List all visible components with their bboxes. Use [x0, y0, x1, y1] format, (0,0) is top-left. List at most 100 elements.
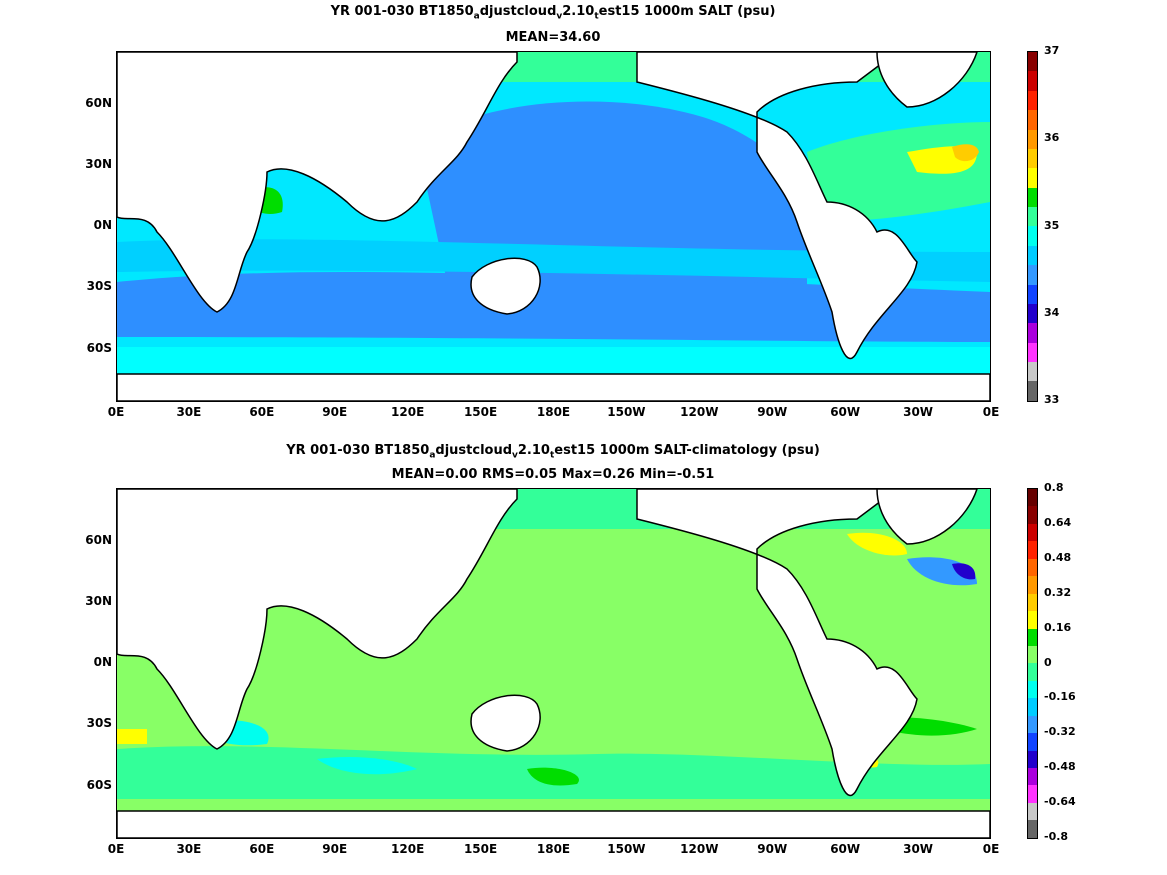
agulhas-high: [117, 729, 147, 744]
panel1-colorbar: [1027, 51, 1038, 402]
colorbar-swatch: [1028, 110, 1037, 130]
title-part: est15 1000m SALT (psu): [598, 4, 776, 19]
lon-label: 30E: [176, 405, 202, 419]
colorbar-label: 0.16: [1044, 620, 1072, 634]
panel2-colorbar: [1027, 488, 1038, 839]
australia-2: [470, 694, 541, 752]
colorbar-swatch: [1028, 523, 1037, 542]
lon-label: 90W: [757, 842, 788, 856]
colorbar-label: 37: [1044, 44, 1060, 57]
colorbar-swatch: [1028, 645, 1037, 664]
colorbar-label: 0.48: [1044, 550, 1072, 564]
lon-label: 0E: [982, 405, 1000, 419]
colorbar-swatch: [1028, 489, 1037, 507]
continents-2: [117, 489, 990, 838]
panel1-map: [116, 51, 991, 402]
title-part: est15 1000m SALT-climatology (psu): [554, 443, 820, 458]
title-part: v: [512, 450, 518, 461]
lat-label: 60S: [86, 341, 112, 355]
colorbar-swatch: [1028, 558, 1037, 577]
colorbar-swatch: [1028, 187, 1037, 207]
colorbar-label: 33: [1044, 393, 1060, 406]
americas: [636, 52, 918, 360]
greenland: [876, 52, 978, 108]
title-part: YR 001-030 BT1850: [330, 4, 474, 19]
colorbar-swatch: [1028, 768, 1037, 786]
colorbar-swatch: [1028, 168, 1037, 188]
southern-low-salinity: [117, 272, 990, 342]
colorbar-swatch: [1028, 226, 1037, 246]
atlantic-min: [952, 563, 976, 580]
title-part: t: [549, 450, 555, 461]
lon-label: 120E: [391, 405, 425, 419]
lat-label: 60N: [85, 96, 112, 110]
colorbar-label: -0.32: [1044, 725, 1076, 739]
title-part: YR 001-030 BT1850: [286, 443, 430, 458]
colorbar-swatch: [1028, 207, 1037, 227]
eurasia-africa-2: [117, 489, 518, 750]
colorbar-swatch: [1028, 785, 1037, 803]
colorbar-swatch: [1028, 323, 1037, 343]
colorbar-label: -0.48: [1044, 760, 1076, 774]
colorbar-label: -0.16: [1044, 690, 1076, 704]
panel1-subtitle: MEAN=34.60: [505, 30, 601, 45]
colorbar-swatch: [1028, 541, 1037, 559]
colorbar-swatch: [1028, 71, 1037, 91]
antarctica-2: [117, 810, 990, 838]
colorbar-swatch: [1028, 129, 1037, 149]
panel2-title: YR 001-030 BT1850adjustcloudv2.10test15 …: [115, 443, 991, 464]
colorbar-swatch: [1028, 680, 1037, 699]
lon-label: 30E: [176, 842, 202, 856]
south-pacific-high: [527, 767, 579, 786]
lon-label: 120W: [680, 405, 719, 419]
lon-label: 60W: [830, 842, 861, 856]
colorbar-label: 0.64: [1044, 515, 1072, 529]
title-part: a: [473, 11, 480, 22]
panel1-map-svg: [117, 52, 990, 401]
lon-label: 0E: [982, 842, 1000, 856]
lat-label: 60N: [85, 533, 112, 547]
lon-label: 30W: [903, 842, 934, 856]
colorbar-label: 36: [1044, 131, 1060, 145]
panel2-map: [116, 488, 991, 839]
colorbar-swatch: [1028, 576, 1037, 594]
colorbar-swatch: [1028, 90, 1037, 111]
eurasia-africa: [117, 52, 518, 313]
colorbar-label: -0.8: [1044, 830, 1069, 843]
colorbar-label: 35: [1044, 218, 1060, 232]
greenland-2: [876, 489, 978, 545]
colorbar-swatch: [1028, 265, 1037, 285]
lon-label: 60E: [249, 405, 275, 419]
lon-label: 120E: [391, 842, 425, 856]
colorbar-swatch: [1028, 663, 1037, 681]
lon-label: 180E: [536, 842, 571, 856]
colorbar-swatch: [1028, 342, 1037, 362]
colorbar-label: 34: [1044, 305, 1060, 319]
panel2-subtitle: MEAN=0.00 RMS=0.05 Max=0.26 Min=-0.51: [391, 467, 715, 482]
colorbar-swatch: [1028, 611, 1037, 629]
lon-label: 0E: [107, 842, 125, 856]
colorbar-swatch: [1028, 820, 1037, 838]
colorbar-swatch: [1028, 245, 1037, 266]
lat-label: 0N: [93, 218, 112, 232]
lon-label: 120W: [680, 842, 719, 856]
lon-label: 90E: [322, 405, 348, 419]
lat-label: 60S: [86, 778, 112, 792]
colorbar-swatch: [1028, 52, 1037, 72]
colorbar-label: -0.64: [1044, 795, 1076, 809]
lat-label: 30N: [85, 594, 112, 608]
lon-label: 150E: [463, 842, 498, 856]
antarctica: [117, 373, 990, 401]
lon-label: 0E: [107, 405, 125, 419]
lat-label: 30S: [86, 716, 112, 730]
australia: [470, 257, 541, 315]
lon-label: 90E: [322, 842, 348, 856]
lon-label: 60E: [249, 842, 275, 856]
colorbar-swatch: [1028, 362, 1037, 382]
tropical-band: [117, 239, 990, 282]
lon-label: 150W: [607, 842, 646, 856]
colorbar-swatch: [1028, 698, 1037, 716]
lon-label: 180E: [536, 405, 571, 419]
lat-label: 30N: [85, 157, 112, 171]
title-part: v: [556, 11, 563, 22]
